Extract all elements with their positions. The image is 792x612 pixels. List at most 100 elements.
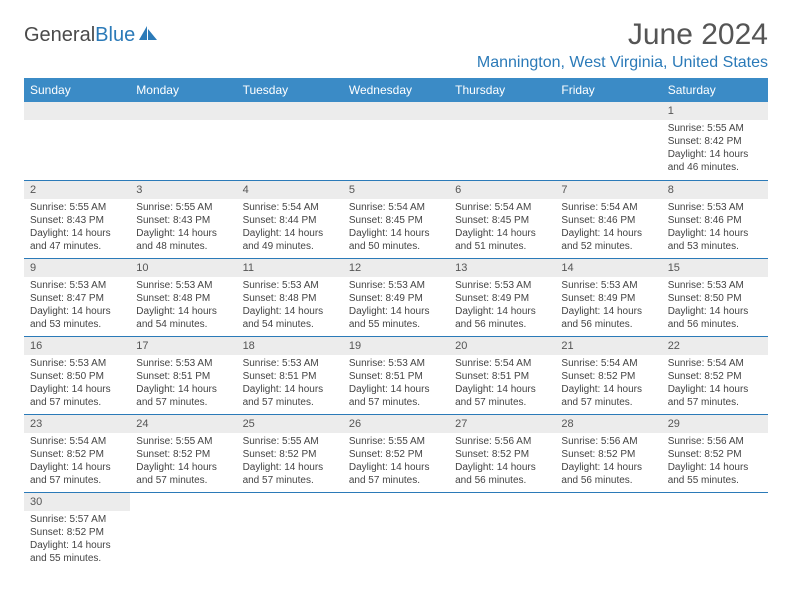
daylight-text-1: Daylight: 14 hours <box>349 383 443 396</box>
daylight-text-1: Daylight: 14 hours <box>561 227 655 240</box>
calendar-cell: 24Sunrise: 5:55 AMSunset: 8:52 PMDayligh… <box>130 414 236 492</box>
calendar-cell <box>24 102 130 180</box>
location: Mannington, West Virginia, United States <box>477 54 768 72</box>
calendar-cell <box>343 102 449 180</box>
sunrise-text: Sunrise: 5:53 AM <box>30 357 124 370</box>
day-content: Sunrise: 5:53 AMSunset: 8:50 PMDaylight:… <box>662 277 768 335</box>
sunset-text: Sunset: 8:52 PM <box>668 370 762 383</box>
daylight-text-1: Daylight: 14 hours <box>30 539 124 552</box>
daylight-text-2: and 55 minutes. <box>349 318 443 331</box>
title-block: June 2024 Mannington, West Virginia, Uni… <box>477 18 768 72</box>
day-number-bar <box>343 493 449 511</box>
day-content: Sunrise: 5:53 AMSunset: 8:46 PMDaylight:… <box>662 199 768 257</box>
day-number: 16 <box>24 337 130 355</box>
sunset-text: Sunset: 8:48 PM <box>136 292 230 305</box>
daylight-text-1: Daylight: 14 hours <box>668 305 762 318</box>
day-number: 18 <box>237 337 343 355</box>
calendar-cell: 23Sunrise: 5:54 AMSunset: 8:52 PMDayligh… <box>24 414 130 492</box>
day-number: 2 <box>24 181 130 199</box>
calendar-table: Sunday Monday Tuesday Wednesday Thursday… <box>24 78 768 570</box>
calendar-cell: 10Sunrise: 5:53 AMSunset: 8:48 PMDayligh… <box>130 258 236 336</box>
daylight-text-1: Daylight: 14 hours <box>243 227 337 240</box>
sunrise-text: Sunrise: 5:53 AM <box>243 357 337 370</box>
sunrise-text: Sunrise: 5:54 AM <box>455 201 549 214</box>
calendar-cell: 12Sunrise: 5:53 AMSunset: 8:49 PMDayligh… <box>343 258 449 336</box>
calendar-cell <box>130 492 236 570</box>
sunset-text: Sunset: 8:50 PM <box>668 292 762 305</box>
sunrise-text: Sunrise: 5:53 AM <box>30 279 124 292</box>
day-number: 17 <box>130 337 236 355</box>
col-wednesday: Wednesday <box>343 78 449 102</box>
daylight-text-2: and 54 minutes. <box>243 318 337 331</box>
day-number: 14 <box>555 259 661 277</box>
day-number-bar <box>24 102 130 120</box>
daylight-text-2: and 48 minutes. <box>136 240 230 253</box>
daylight-text-1: Daylight: 14 hours <box>30 305 124 318</box>
day-number-bar <box>130 493 236 511</box>
day-content: Sunrise: 5:54 AMSunset: 8:46 PMDaylight:… <box>555 199 661 257</box>
sunset-text: Sunset: 8:43 PM <box>136 214 230 227</box>
daylight-text-2: and 46 minutes. <box>668 161 762 174</box>
daylight-text-1: Daylight: 14 hours <box>561 461 655 474</box>
daylight-text-1: Daylight: 14 hours <box>455 461 549 474</box>
sunrise-text: Sunrise: 5:55 AM <box>349 435 443 448</box>
sail-icon <box>137 24 159 47</box>
calendar-cell <box>555 102 661 180</box>
calendar-cell: 27Sunrise: 5:56 AMSunset: 8:52 PMDayligh… <box>449 414 555 492</box>
day-number: 23 <box>24 415 130 433</box>
day-content: Sunrise: 5:55 AMSunset: 8:42 PMDaylight:… <box>662 120 768 178</box>
day-content: Sunrise: 5:55 AMSunset: 8:52 PMDaylight:… <box>237 433 343 491</box>
calendar-cell: 6Sunrise: 5:54 AMSunset: 8:45 PMDaylight… <box>449 180 555 258</box>
calendar-cell: 5Sunrise: 5:54 AMSunset: 8:45 PMDaylight… <box>343 180 449 258</box>
day-number: 5 <box>343 181 449 199</box>
sunrise-text: Sunrise: 5:55 AM <box>136 201 230 214</box>
calendar-cell: 26Sunrise: 5:55 AMSunset: 8:52 PMDayligh… <box>343 414 449 492</box>
daylight-text-2: and 56 minutes. <box>455 318 549 331</box>
sunrise-text: Sunrise: 5:53 AM <box>668 201 762 214</box>
calendar-cell: 8Sunrise: 5:53 AMSunset: 8:46 PMDaylight… <box>662 180 768 258</box>
sunrise-text: Sunrise: 5:53 AM <box>243 279 337 292</box>
calendar-cell: 9Sunrise: 5:53 AMSunset: 8:47 PMDaylight… <box>24 258 130 336</box>
daylight-text-2: and 56 minutes. <box>455 474 549 487</box>
calendar-cell <box>237 102 343 180</box>
day-content: Sunrise: 5:53 AMSunset: 8:48 PMDaylight:… <box>130 277 236 335</box>
sunrise-text: Sunrise: 5:54 AM <box>349 201 443 214</box>
sunset-text: Sunset: 8:52 PM <box>561 370 655 383</box>
calendar-week: 16Sunrise: 5:53 AMSunset: 8:50 PMDayligh… <box>24 336 768 414</box>
calendar-cell: 3Sunrise: 5:55 AMSunset: 8:43 PMDaylight… <box>130 180 236 258</box>
day-content: Sunrise: 5:54 AMSunset: 8:52 PMDaylight:… <box>555 355 661 413</box>
sunset-text: Sunset: 8:47 PM <box>30 292 124 305</box>
sunset-text: Sunset: 8:52 PM <box>136 448 230 461</box>
day-number: 3 <box>130 181 236 199</box>
daylight-text-1: Daylight: 14 hours <box>243 305 337 318</box>
sunrise-text: Sunrise: 5:56 AM <box>668 435 762 448</box>
day-number-bar <box>449 102 555 120</box>
sunset-text: Sunset: 8:52 PM <box>30 526 124 539</box>
daylight-text-1: Daylight: 14 hours <box>136 305 230 318</box>
sunrise-text: Sunrise: 5:53 AM <box>349 279 443 292</box>
daylight-text-1: Daylight: 14 hours <box>455 227 549 240</box>
calendar-body: 1Sunrise: 5:55 AMSunset: 8:42 PMDaylight… <box>24 102 768 570</box>
sunrise-text: Sunrise: 5:54 AM <box>561 201 655 214</box>
day-content: Sunrise: 5:53 AMSunset: 8:49 PMDaylight:… <box>555 277 661 335</box>
col-friday: Friday <box>555 78 661 102</box>
calendar-cell: 19Sunrise: 5:53 AMSunset: 8:51 PMDayligh… <box>343 336 449 414</box>
sunset-text: Sunset: 8:52 PM <box>243 448 337 461</box>
day-content: Sunrise: 5:56 AMSunset: 8:52 PMDaylight:… <box>662 433 768 491</box>
daylight-text-2: and 56 minutes. <box>668 318 762 331</box>
sunset-text: Sunset: 8:50 PM <box>30 370 124 383</box>
calendar-cell: 22Sunrise: 5:54 AMSunset: 8:52 PMDayligh… <box>662 336 768 414</box>
daylight-text-1: Daylight: 14 hours <box>349 227 443 240</box>
calendar-cell: 4Sunrise: 5:54 AMSunset: 8:44 PMDaylight… <box>237 180 343 258</box>
day-number: 28 <box>555 415 661 433</box>
sunset-text: Sunset: 8:44 PM <box>243 214 337 227</box>
daylight-text-2: and 57 minutes. <box>349 396 443 409</box>
sunrise-text: Sunrise: 5:53 AM <box>455 279 549 292</box>
day-content: Sunrise: 5:54 AMSunset: 8:45 PMDaylight:… <box>449 199 555 257</box>
calendar-week: 2 Sunrise: 5:55 AMSunset: 8:43 PM Daylight… <box>24 180 768 258</box>
daylight-text-1: Daylight: 14 hours <box>455 383 549 396</box>
day-number-bar <box>237 493 343 511</box>
header: GeneralBlue June 2024 Mannington, West V… <box>24 18 768 72</box>
calendar-cell: 25Sunrise: 5:55 AMSunset: 8:52 PMDayligh… <box>237 414 343 492</box>
day-number: 30 <box>24 493 130 511</box>
